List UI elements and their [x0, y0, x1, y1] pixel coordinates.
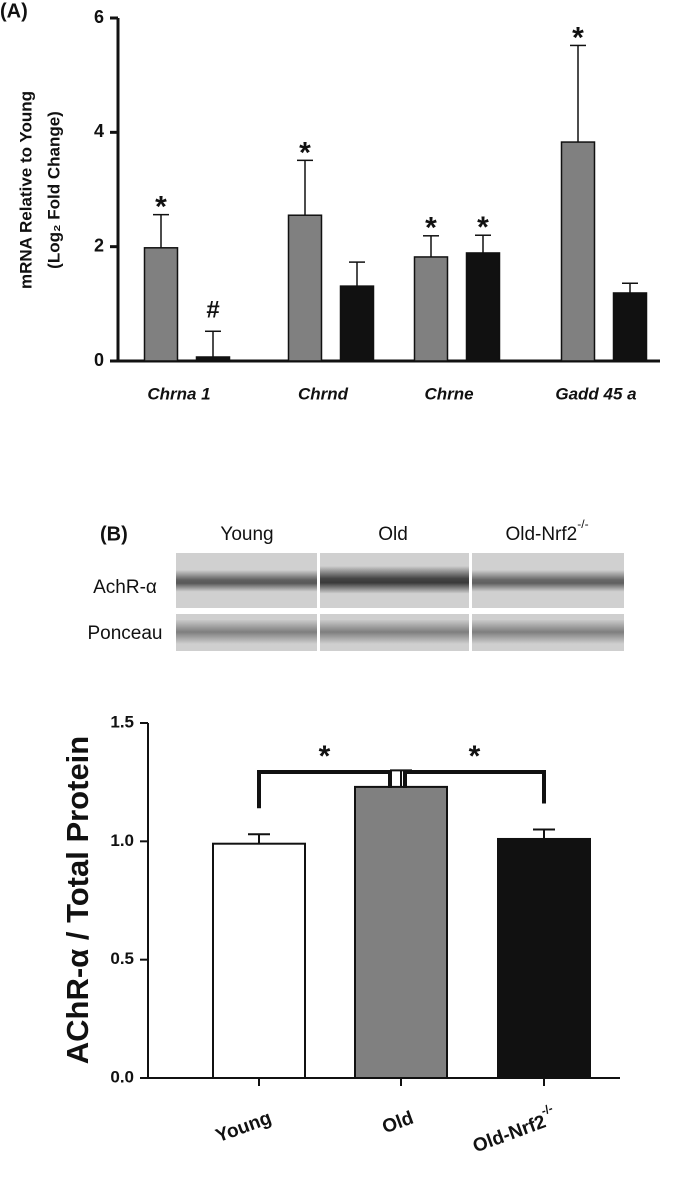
y-tick-label: 4	[94, 121, 104, 141]
y-tick-label: 0.5	[110, 949, 134, 968]
y-tick-label: 2	[94, 235, 104, 255]
label-text: Old-Nrf2	[470, 1112, 549, 1158]
significance-mark: *	[477, 211, 489, 244]
x-tick-label: Chrne	[424, 384, 473, 403]
label-superscript: -/-	[577, 517, 588, 531]
panel-label: (A)	[0, 0, 28, 22]
label-text: Old-Nrf2	[505, 524, 577, 545]
category-label: Old-Nrf2-/-	[505, 517, 588, 545]
y-axis-label: (Log₂ Fold Change)	[44, 111, 63, 269]
panel-label: (B)	[100, 523, 128, 545]
significance-mark: *	[155, 191, 167, 224]
bar	[143, 247, 179, 362]
bar	[195, 356, 231, 362]
bar	[413, 256, 449, 362]
x-tick-label: Chrnd	[298, 384, 349, 403]
category-label: Young	[213, 1108, 274, 1147]
bar	[212, 842, 306, 1080]
label-text: Old	[378, 524, 408, 545]
category-label: Old	[379, 1108, 416, 1139]
significance-mark: *	[319, 740, 331, 773]
y-axis-label: AChR-α / Total Protein	[60, 736, 95, 1064]
bar	[612, 292, 648, 362]
significance-mark: *	[299, 136, 311, 169]
category-label: Young	[220, 524, 273, 545]
bar	[497, 837, 591, 1080]
significance-mark: *	[425, 212, 437, 245]
y-tick-label: 0	[94, 350, 104, 370]
y-tick-label: 6	[94, 7, 104, 27]
y-tick-label: 0.0	[110, 1067, 134, 1086]
y-tick-label: 1.0	[110, 831, 134, 850]
bar	[354, 785, 448, 1080]
bar	[560, 141, 596, 362]
y-axis-label: mRNA Relative to Young	[16, 91, 35, 289]
comparison-bracket	[257, 770, 392, 809]
bar	[465, 252, 501, 362]
y-tick-label: 1.5	[110, 712, 134, 731]
bar	[339, 285, 375, 362]
significance-mark: *	[572, 21, 584, 54]
significance-mark: #	[206, 297, 219, 324]
category-label: Old	[378, 524, 408, 545]
label-text: Young	[213, 1108, 274, 1147]
bar	[287, 214, 323, 362]
x-tick-label: Gadd 45 a	[555, 384, 636, 403]
blot-row-label: AchR-α	[93, 577, 157, 598]
category-label: Old-Nrf2-/-	[468, 1101, 560, 1157]
label-superscript: -/-	[539, 1101, 554, 1118]
label-text: Young	[220, 524, 273, 545]
blot-image	[176, 553, 624, 651]
label-text: Old	[379, 1108, 416, 1139]
comparison-bracket	[403, 770, 546, 804]
blot-row-label: Ponceau	[87, 623, 162, 644]
significance-mark: *	[469, 740, 481, 773]
x-tick-label: Chrna 1	[147, 384, 210, 403]
